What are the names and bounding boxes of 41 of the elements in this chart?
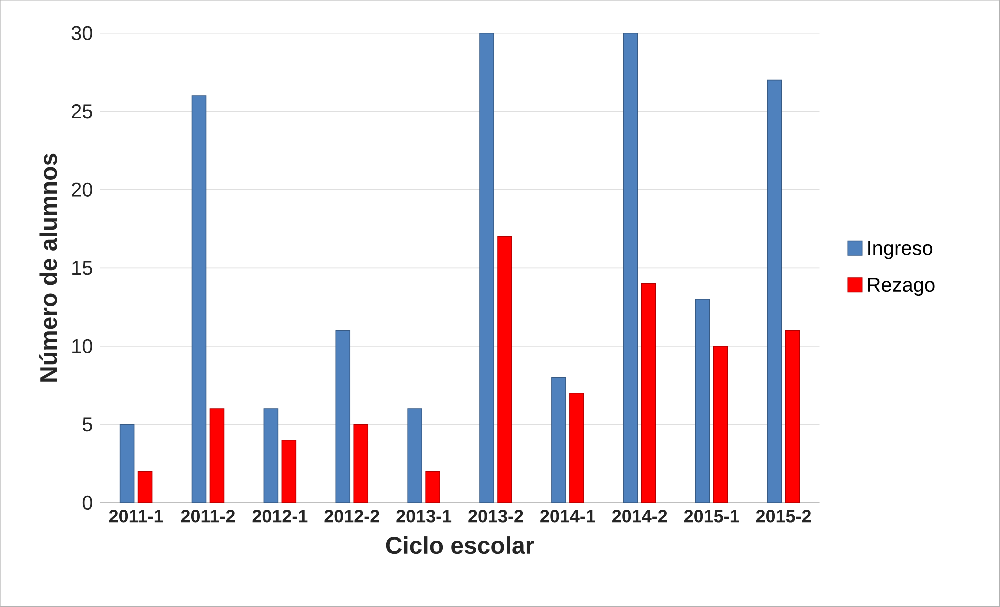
y-tick-label: 20 bbox=[72, 182, 92, 197]
x-tick-label: 2013-1 bbox=[396, 510, 452, 523]
y-tick-label: 30 bbox=[72, 26, 92, 40]
bar bbox=[264, 408, 279, 503]
y-tick-label: 10 bbox=[72, 339, 92, 354]
bar bbox=[713, 346, 728, 503]
x-axis-title: Ciclo escolar bbox=[386, 536, 534, 554]
bar bbox=[480, 33, 494, 503]
bar bbox=[785, 330, 800, 503]
bar bbox=[138, 471, 153, 503]
x-tick-label: 2012-2 bbox=[324, 510, 380, 523]
x-tick-label: 2015-1 bbox=[684, 510, 740, 523]
bar bbox=[336, 330, 351, 503]
legend-label: Ingreso bbox=[868, 241, 933, 260]
bar bbox=[767, 80, 782, 503]
x-tick-label: 2012-1 bbox=[252, 510, 308, 523]
bar bbox=[570, 392, 584, 503]
bar bbox=[354, 424, 369, 503]
y-tick-label: 5 bbox=[82, 418, 92, 432]
bar bbox=[408, 408, 422, 503]
bar bbox=[552, 377, 566, 503]
bar bbox=[695, 298, 710, 503]
bar bbox=[282, 440, 297, 503]
y-tick-label: 0 bbox=[82, 496, 92, 510]
bar bbox=[192, 95, 207, 503]
x-tick-label: 2014-2 bbox=[612, 510, 668, 523]
bar bbox=[641, 283, 656, 503]
bar bbox=[210, 408, 225, 503]
x-tick-label: 2014-1 bbox=[540, 510, 596, 523]
x-tick-label: 2013-2 bbox=[468, 510, 524, 523]
y-tick-label: 15 bbox=[72, 261, 92, 275]
bar bbox=[498, 236, 512, 503]
bar bbox=[426, 471, 440, 503]
y-axis-title: Número de alumnos bbox=[40, 154, 58, 382]
bar bbox=[624, 33, 638, 503]
x-tick-label: 2011-1 bbox=[109, 510, 164, 523]
legend-label: Rezago bbox=[868, 278, 935, 296]
y-tick-label: 25 bbox=[72, 104, 92, 119]
bar bbox=[120, 424, 135, 503]
x-tick-label: 2011-2 bbox=[181, 510, 236, 523]
x-tick-label: 2015-2 bbox=[756, 510, 812, 523]
